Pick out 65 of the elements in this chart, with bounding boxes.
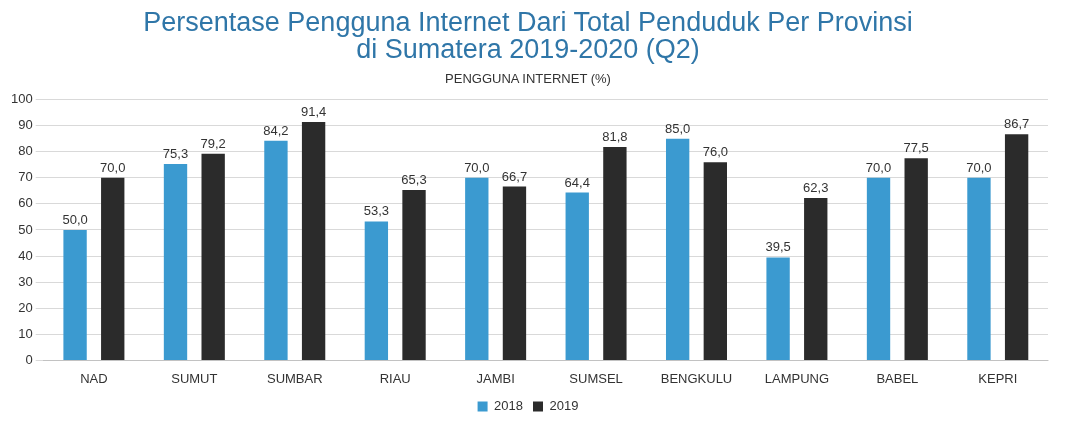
bar xyxy=(63,230,87,360)
bar xyxy=(364,221,389,360)
x-tick-label: NAD xyxy=(80,370,108,386)
data-label: 79,2 xyxy=(200,135,226,151)
data-label: 75,3 xyxy=(162,146,189,162)
data-label: 64,4 xyxy=(564,174,590,190)
data-label: 77,5 xyxy=(903,140,929,156)
y-tick-label: 60 xyxy=(18,195,33,211)
data-label: 84,2 xyxy=(263,122,289,138)
x-tick-label: LAMPUNG xyxy=(764,370,830,386)
bar xyxy=(603,147,627,360)
y-tick-label: 80 xyxy=(18,143,33,159)
x-tick-label: BABEL xyxy=(876,370,919,386)
y-tick-label: 40 xyxy=(18,247,33,263)
x-tick-label: BENGKULU xyxy=(660,370,733,386)
y-tick-label: 90 xyxy=(18,117,33,133)
bar xyxy=(101,177,125,360)
data-label: 86,7 xyxy=(1003,116,1030,132)
legend-label: 2019 xyxy=(549,398,579,414)
data-label: 65,3 xyxy=(401,172,427,188)
y-tick-label: 70 xyxy=(18,169,33,185)
x-tick-label: JAMBI xyxy=(476,370,515,386)
data-label: 81,8 xyxy=(602,129,628,145)
x-tick-label: SUMUT xyxy=(171,370,218,386)
bar xyxy=(967,177,991,360)
bar xyxy=(402,190,426,360)
data-label: 70,0 xyxy=(100,159,126,175)
data-label: 50,0 xyxy=(62,212,88,228)
bar xyxy=(163,164,188,360)
data-label: 39,5 xyxy=(765,239,791,255)
bar xyxy=(201,153,225,360)
bar xyxy=(502,186,527,360)
legend-label: 2018 xyxy=(494,398,523,414)
y-tick-label: 20 xyxy=(18,299,33,315)
chart-title: Persentase Pengguna Internet Dari Total Penduduk Per Provinsi di Sumatera 2019-2020 (Q2) xyxy=(143,6,913,64)
bar xyxy=(866,177,891,360)
bar xyxy=(904,158,928,360)
y-tick-label: 50 xyxy=(18,221,33,237)
y-tick-label: 100 xyxy=(10,91,33,107)
data-label: 76,0 xyxy=(702,144,728,160)
bar xyxy=(301,122,326,360)
x-tick-label: RIAU xyxy=(379,370,411,386)
bar xyxy=(264,140,288,360)
data-label: 66,7 xyxy=(501,168,528,184)
data-label: 70,0 xyxy=(966,159,992,175)
data-label: 53,3 xyxy=(363,203,390,219)
data-label: 85,0 xyxy=(665,120,691,136)
x-tick-label: SUMSEL xyxy=(569,370,623,386)
data-label: 62,3 xyxy=(803,180,829,195)
x-tick-label: SUMBAR xyxy=(266,370,323,386)
y-tick-label: 30 xyxy=(18,273,33,289)
bar xyxy=(703,162,727,360)
y-tick-label: 10 xyxy=(18,325,33,341)
bar xyxy=(465,177,489,360)
data-label: 70,0 xyxy=(865,159,892,175)
data-label: 70,0 xyxy=(464,159,490,175)
bar xyxy=(1004,134,1029,360)
data-label: 91,4 xyxy=(300,104,327,120)
bar xyxy=(665,138,690,360)
bar xyxy=(766,257,790,360)
y-tick-label: 0 xyxy=(25,351,33,367)
bar xyxy=(804,197,828,360)
bar xyxy=(565,192,589,360)
chart-subtitle: PENGGUNA INTERNET (%) xyxy=(445,71,611,87)
x-tick-label: KEPRI xyxy=(978,370,1018,386)
